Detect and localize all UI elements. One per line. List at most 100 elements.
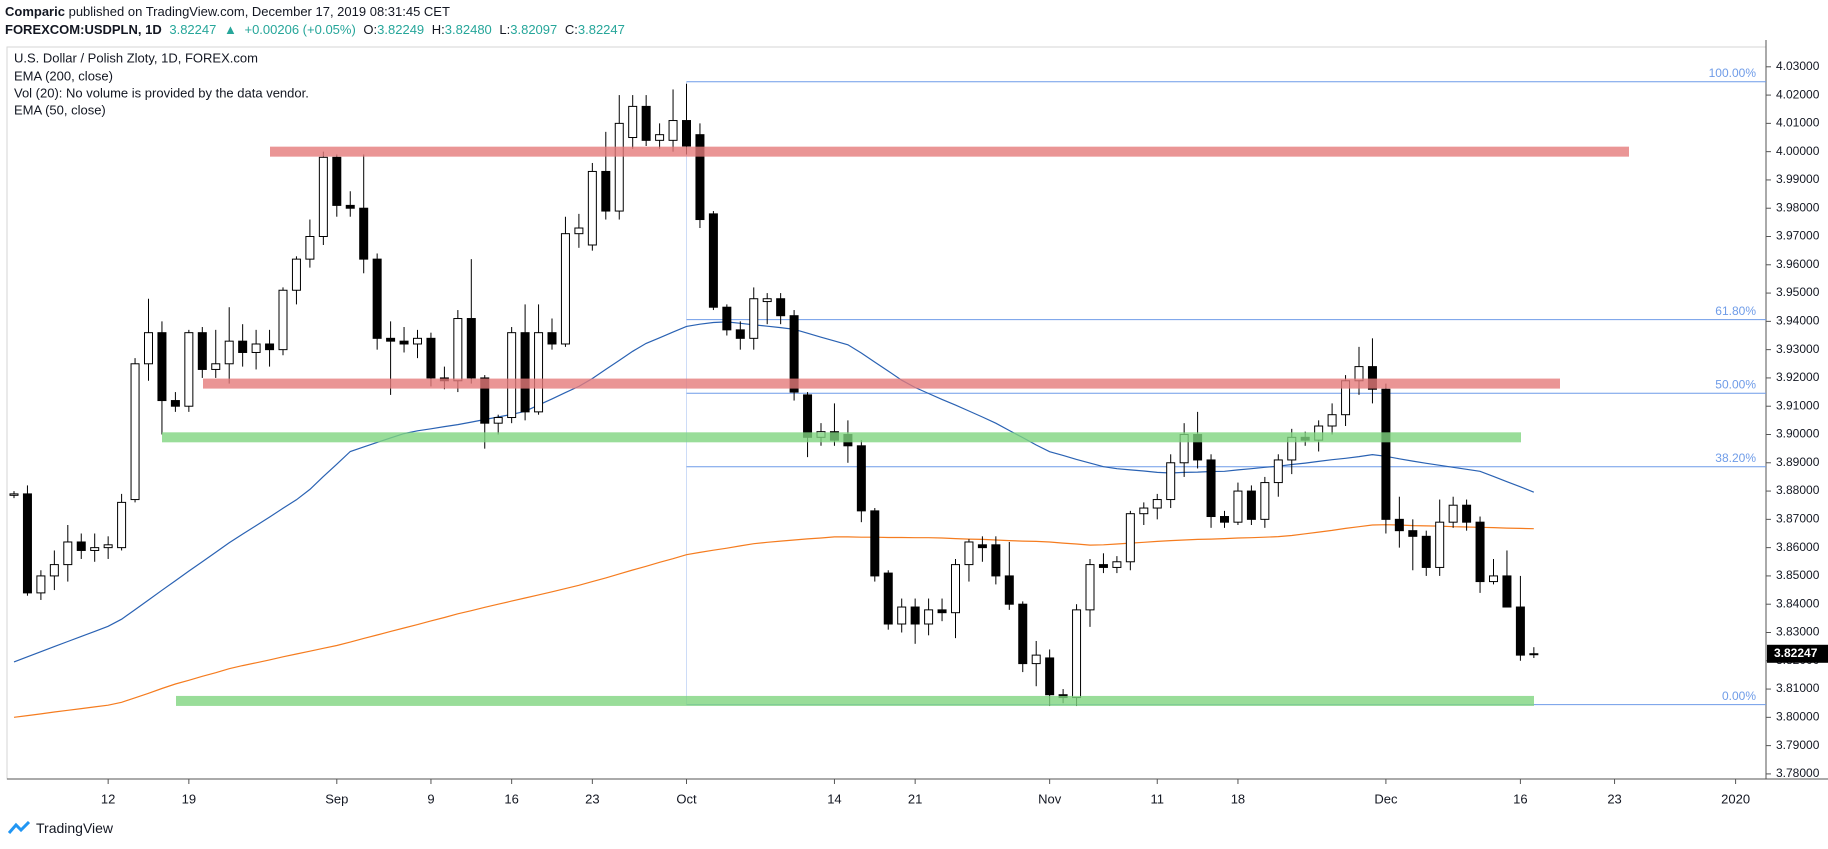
candle-body <box>1152 499 1162 509</box>
c-val: 3.82247 <box>577 22 625 37</box>
candle-body <box>1018 603 1028 665</box>
candle-body <box>1515 606 1525 656</box>
candle-body <box>1489 575 1498 583</box>
last: 3.82247 <box>169 22 217 37</box>
candle-body <box>170 400 180 407</box>
candle-body <box>1072 609 1082 699</box>
candle-body <box>238 340 248 353</box>
published: published on TradingView.com, December 1… <box>68 4 450 19</box>
candle-body <box>36 575 46 594</box>
x-tick-label: Sep <box>325 791 348 806</box>
y-tick-label: 4.02000 <box>1776 87 1820 101</box>
logo <box>8 821 30 834</box>
candle-body <box>668 120 678 141</box>
quote-line: FOREXCOM:USDPLN, 1D 3.82247 ▲ +0.00206 (… <box>5 21 629 39</box>
y-tick-label: 3.95000 <box>1776 285 1820 299</box>
legend-ema200: EMA (200, close) <box>14 68 113 83</box>
candle-body <box>157 332 167 402</box>
candle-body <box>224 340 234 365</box>
candle-body <box>547 332 557 345</box>
x-tick-label: 19 <box>182 791 196 806</box>
candle-body <box>1475 521 1485 583</box>
candle-body <box>1125 513 1135 563</box>
y-tick-label: 3.97000 <box>1776 229 1820 243</box>
candle-body <box>1448 504 1458 523</box>
candle-body <box>1166 462 1176 501</box>
y-tick-label: 4.01000 <box>1776 116 1820 130</box>
candle-body <box>735 329 745 339</box>
fib-label: 61.80% <box>1715 304 1756 318</box>
candle-body <box>520 332 530 413</box>
candle-body <box>1435 521 1445 568</box>
candle-body <box>466 318 476 379</box>
candle-body <box>601 170 611 212</box>
zone <box>176 695 1534 706</box>
candle-body <box>870 510 880 577</box>
candle-body <box>614 122 624 212</box>
candle-body <box>641 105 651 141</box>
x-tick-label: 14 <box>827 791 841 806</box>
y-tick-label: 3.89000 <box>1776 455 1820 469</box>
fib-label: 100.00% <box>1709 66 1757 80</box>
candle-body <box>305 236 315 260</box>
candle-body <box>413 337 422 345</box>
candle-body <box>1085 564 1095 611</box>
change: +0.00206 (+0.05%) <box>244 22 356 37</box>
candle-body <box>682 120 691 147</box>
footer: TradingView <box>8 820 113 836</box>
candle-body <box>1045 657 1055 696</box>
candle-body <box>1220 516 1229 523</box>
candle-body <box>910 606 920 625</box>
candle-body <box>776 298 786 317</box>
x-tick-label: Nov <box>1038 791 1062 806</box>
candle-body <box>49 564 59 577</box>
candle-body <box>534 332 544 413</box>
candle-body <box>964 541 974 566</box>
y-tick-label: 3.92000 <box>1776 370 1820 384</box>
fib-label: 0.00% <box>1722 689 1756 703</box>
candle-body <box>90 547 100 551</box>
candle-body <box>399 340 409 345</box>
candle-body <box>1004 575 1014 605</box>
candle-body <box>977 544 987 549</box>
arrow: ▲ <box>223 22 237 37</box>
candle-body <box>291 258 301 291</box>
y-tick-label: 3.87000 <box>1776 512 1820 526</box>
candle-body <box>1327 414 1337 427</box>
candle-body <box>708 213 718 308</box>
header: Comparic published on TradingView.com, D… <box>5 3 629 39</box>
fib-label: 38.20% <box>1715 451 1756 465</box>
y-tick-label: 3.94000 <box>1776 314 1820 328</box>
candle-body <box>76 541 86 551</box>
x-tick-label: 12 <box>101 791 115 806</box>
c-key: C: <box>564 22 578 37</box>
zone <box>162 432 1521 443</box>
candle-body <box>493 417 503 424</box>
candle-body <box>1462 504 1472 523</box>
ema-line <box>13 321 1535 663</box>
legend-ema50: EMA (50, close) <box>14 102 106 117</box>
candle-body <box>1246 490 1256 520</box>
y-tick-label: 3.83000 <box>1776 625 1820 639</box>
candle-body <box>1502 575 1512 608</box>
candle-body <box>1233 490 1243 523</box>
candle-body <box>1421 535 1431 568</box>
y-tick-label: 3.86000 <box>1776 540 1820 554</box>
candle-body <box>560 233 570 345</box>
y-tick-label: 3.90000 <box>1776 427 1820 441</box>
candle-body <box>117 501 127 549</box>
o-key: O: <box>363 22 378 37</box>
candle-body <box>63 541 73 566</box>
chart-title: U.S. Dollar / Polish Zloty, 1D, FOREX.co… <box>14 50 258 65</box>
candle-body <box>332 156 342 206</box>
candle-body <box>1529 653 1539 656</box>
candle-body <box>951 564 960 614</box>
candle-body <box>789 315 799 393</box>
candle-body <box>507 332 517 419</box>
candle-body <box>144 332 153 365</box>
publisher: Comparic <box>5 4 65 19</box>
candle-body <box>695 134 705 221</box>
candle-body <box>251 343 261 353</box>
candle-body <box>856 445 866 512</box>
candle-body <box>9 493 19 496</box>
